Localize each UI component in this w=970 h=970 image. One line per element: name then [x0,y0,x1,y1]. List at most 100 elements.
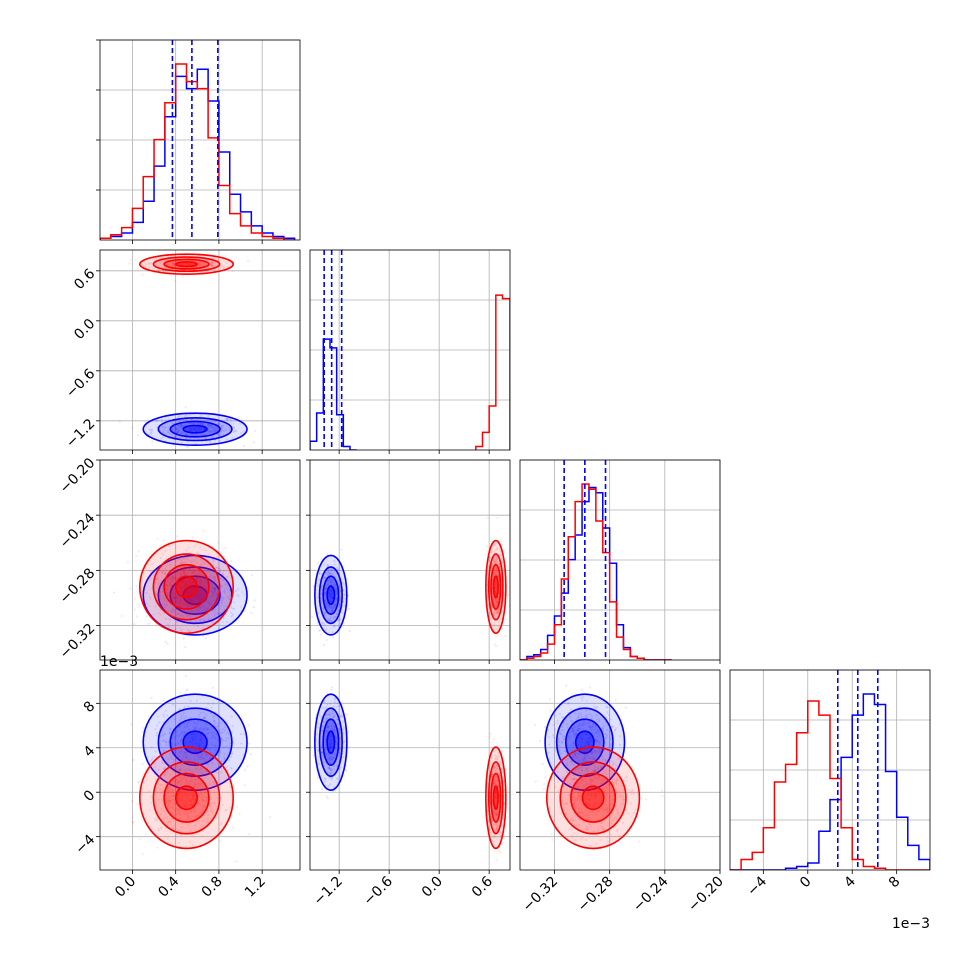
sample-point [617,757,620,761]
sample-point [187,445,190,448]
sample-point [608,744,611,748]
sample-point [193,798,197,802]
sample-point [193,722,197,725]
sample-point [226,595,229,598]
sample-point [329,746,332,750]
sample-point [504,635,507,638]
sample-point [179,560,182,563]
sample-point [566,723,569,726]
sample-point [181,580,184,583]
sample-point [574,754,577,757]
sample-point [189,422,192,425]
sample-point [150,746,153,749]
sample-point [574,797,577,800]
sample-point [221,727,224,731]
sample-point [589,757,592,760]
sample-point [493,779,496,783]
sample-point [175,621,179,624]
sample-point [181,714,184,717]
sample-point [206,746,209,749]
sample-point [543,725,547,729]
sample-point [182,589,185,593]
sample-point [185,756,189,760]
sample-point [237,595,240,598]
sample-point [193,749,197,753]
panel-p3-p1: −1.2 −0.6 0.0 0.6 [306,669,511,909]
sample-point [250,574,253,577]
sample-point [578,743,581,746]
sample-point [320,747,323,751]
sample-point [165,802,169,806]
sample-point [322,563,325,566]
sample-point [495,610,498,614]
sample-point [201,627,204,630]
sample-point [338,775,341,778]
sample-point [332,573,335,576]
sample-point [320,621,324,624]
sample-point [225,745,228,748]
sample-point [204,580,207,584]
sample-point [585,742,588,746]
sample-point [164,426,167,429]
sample-point [175,596,179,599]
sample-point [494,791,497,794]
sample-point [178,585,182,589]
sample-point [208,802,212,805]
sample-point [221,572,224,575]
sample-point [332,607,335,610]
sample-point [182,637,185,640]
sample-point [175,427,178,430]
sample-point [225,261,228,264]
sample-point [161,739,165,743]
sample-point [190,599,193,602]
sample-point [164,259,167,262]
sample-point [591,732,594,735]
sample-point [335,590,338,593]
sample-point [591,739,594,743]
sample-point [189,841,192,844]
sample-point [590,752,593,755]
sample-point [221,258,224,261]
sample-point [210,706,213,709]
sample-point [200,618,203,621]
sample-point [175,786,179,790]
sample-point [583,744,586,747]
sample-point [203,262,206,265]
sample-point [324,597,327,600]
sample-point [199,757,202,761]
sample-point [489,557,492,560]
sample-point [323,591,327,594]
sample-point [202,422,205,426]
sample-point [199,545,202,549]
sample-point [197,757,200,760]
sample-point [222,266,225,270]
sample-point [494,814,497,817]
sample-point [495,558,498,561]
sample-point [336,718,339,721]
sample-point [150,759,153,762]
sample-point [199,591,202,595]
sample-point [151,756,154,759]
sample-point [166,609,169,612]
sample-point [335,612,338,615]
sample-point [189,612,193,615]
sample-point [217,739,220,742]
sample-point [199,262,202,266]
sample-point [221,264,224,268]
sample-point [201,835,204,838]
sample-point [169,581,173,584]
sample-point [153,762,156,765]
sample-point [169,820,172,823]
sample-point [581,757,584,760]
sample-point [222,569,225,573]
sample-point [493,543,497,546]
sample-point [602,729,605,732]
sample-point [326,726,330,729]
sample-point [155,593,158,596]
sample-point [211,264,214,268]
sample-point [209,807,212,810]
sample-point [347,607,351,610]
sample-point [495,645,498,648]
sample-point [158,592,162,595]
sample-point [220,737,223,740]
